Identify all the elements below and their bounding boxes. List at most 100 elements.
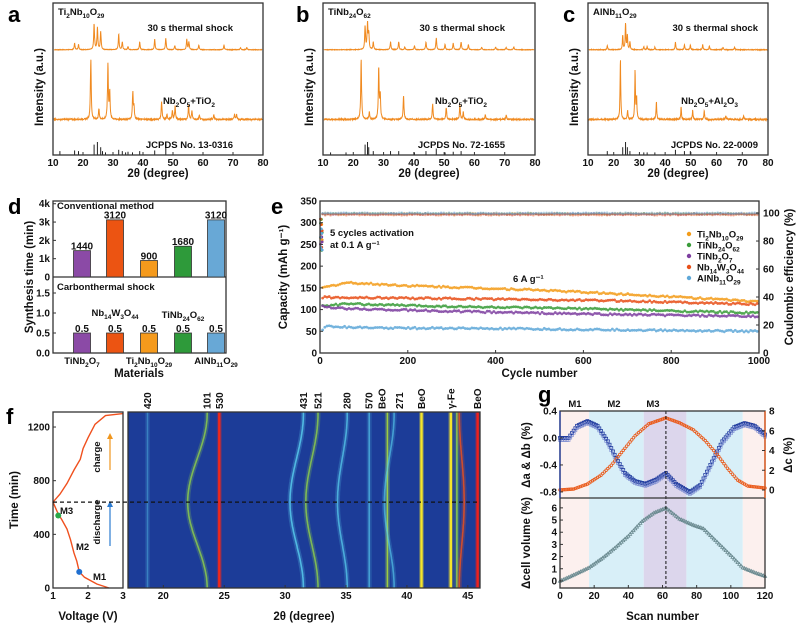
cell-volume-point [670,511,676,516]
activation-point [320,240,324,244]
capacity-point [584,312,588,316]
capacity-point [367,326,371,330]
ce-point [708,212,712,215]
ce-point [371,213,374,217]
ce-point [463,212,467,216]
capacity-point [415,327,419,331]
ce-point [368,212,372,215]
x-axis-label: 2θ (degree) [127,168,188,180]
capacity-point [323,285,327,289]
ce-point [650,213,654,216]
ce-point [334,212,338,216]
ce-point [700,212,704,216]
capacity-point [470,326,474,330]
ce-point [748,211,751,215]
capacity-point [641,313,645,317]
x-axis-label: Scan number [626,611,699,623]
x-tick-label: 40 [137,158,149,169]
capacity-point [494,287,498,291]
ce-point [705,211,709,215]
capacity-point [477,297,480,301]
capacity-point [345,307,349,311]
capacity-point [569,298,573,302]
stage-label: M1 [93,572,107,583]
x-tick-label: 1 [50,591,56,602]
ce-point [424,212,427,215]
ce-point [645,212,648,216]
capacity-point [387,297,390,301]
ce-point [434,212,438,216]
capacity-point [591,328,595,332]
y-tick-label: 0 [44,584,50,595]
ce-point [647,212,651,215]
capacity-point [740,302,744,306]
ce-point [574,213,577,217]
capacity-point [455,327,458,331]
capacity-point [573,306,577,310]
section-title: Conventional method [57,201,154,212]
cell-volume-point [749,568,754,573]
capacity-point [630,314,634,317]
ce-point [553,212,556,216]
ce-point [579,212,583,215]
capacity-point [553,311,557,314]
delta-c-point [705,440,709,445]
capacity-point [428,326,432,330]
capacity-point [709,314,713,317]
ce-point [397,211,401,215]
delta-c-point [631,436,636,440]
ce-point [476,211,480,215]
cell-volume-point [720,544,725,549]
ce-point [455,213,459,216]
capacity-point [518,310,522,314]
ce-point [584,212,588,215]
capacity-point [575,298,579,302]
ce-point [716,212,720,215]
capacity-point [463,305,467,309]
ce-point [476,213,480,217]
capacity-point [709,329,713,333]
delta-c-point [582,483,586,488]
ce-point [576,212,580,215]
capacity-point [593,306,597,310]
capacity-point [624,293,627,297]
bar-value-label: 0.5 [75,324,89,335]
ce-point [647,213,651,216]
ce-point [666,212,669,215]
capacity-point [330,284,333,287]
capacity-point [687,301,691,305]
capacity-point [610,298,614,302]
ce-point [613,213,617,216]
ce-point [384,212,388,215]
cell-volume-point [708,532,713,537]
capacity-point [483,287,487,291]
ce-point [748,213,751,216]
ce-point [663,213,667,217]
capacity-point [718,314,722,318]
title-background [325,5,381,21]
capacity-point [729,314,733,317]
capacity-point [441,304,445,308]
ce-point [434,212,438,215]
y-tick-label: 4 [551,528,557,539]
ce-point [537,212,540,215]
activation-point [320,238,324,242]
ce-point [492,212,496,215]
capacity-point [564,307,568,311]
bar [207,219,225,278]
capacity-point [661,329,665,333]
capacity-point [345,302,349,306]
ce-point [331,212,335,215]
capacity-point [648,293,652,297]
capacity-point [635,308,638,312]
y-axis-label-right: Coulombic efficiency (%) [784,208,796,345]
capacity-point [608,328,612,332]
capacity-point [753,303,757,307]
capacity-point [472,298,476,302]
ce-point [510,212,514,216]
capacity-point [637,293,641,297]
ce-point [323,211,327,215]
capacity-point [652,328,656,331]
ce-point [505,212,509,216]
capacity-point [720,297,724,301]
